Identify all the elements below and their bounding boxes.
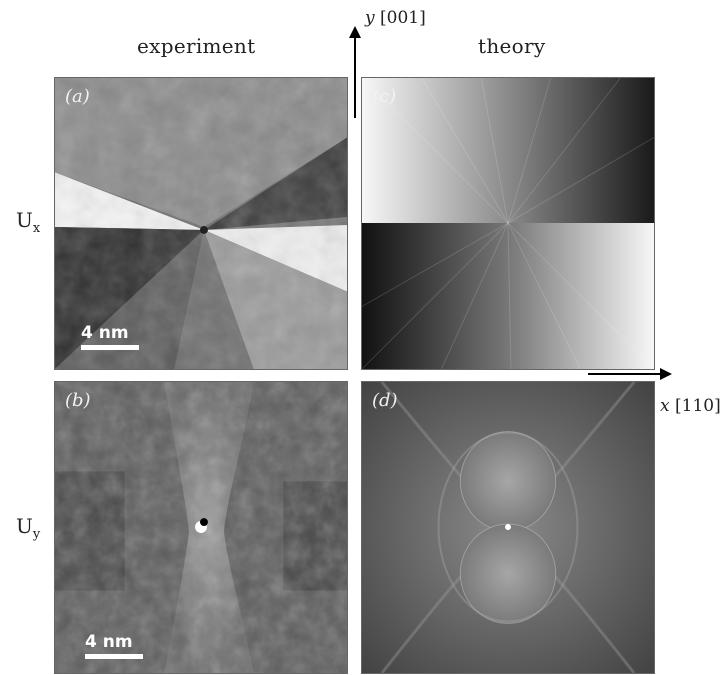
panel-b-scale-line — [85, 654, 143, 659]
panel-d-theory-uy: (d) — [361, 381, 655, 674]
column-title-experiment: experiment — [137, 34, 256, 58]
x-axis-var: x — [660, 396, 670, 416]
panel-b-scale-text: 4 nm — [85, 632, 133, 652]
y-axis-dir: [001] — [380, 8, 426, 28]
y-axis-arrow — [349, 26, 361, 118]
panel-b-image — [55, 382, 347, 673]
panel-c-theory-ux: (c) — [361, 77, 655, 370]
panel-b-scale-bar: 4 nm — [85, 632, 143, 659]
row-label-uy-sub: y — [32, 527, 41, 542]
row-label-ux-base: U — [16, 208, 33, 232]
panel-a-scale-text: 4 nm — [81, 323, 129, 343]
row-label-uy: Uy — [16, 514, 40, 542]
panel-a-scale-bar: 4 nm — [81, 323, 139, 350]
x-axis-label: x [110] — [660, 396, 721, 416]
row-label-ux: Ux — [16, 208, 40, 236]
row-label-uy-base: U — [16, 514, 33, 538]
y-axis-var: y — [365, 8, 375, 28]
x-axis-arrow — [588, 368, 672, 380]
panel-b-label: (b) — [65, 390, 91, 411]
panel-c-label: (c) — [372, 86, 397, 107]
panel-a-experiment-ux: (a) 4 nm — [54, 77, 348, 370]
panel-a-image — [55, 78, 347, 369]
x-axis-dir: [110] — [675, 396, 721, 416]
panel-d-image — [362, 382, 654, 673]
panel-b-experiment-uy: (b) 4 nm — [54, 381, 348, 674]
panel-d-label: (d) — [372, 390, 398, 411]
column-title-theory: theory — [478, 34, 546, 58]
panel-a-scale-line — [81, 345, 139, 350]
panel-a-label: (a) — [65, 86, 90, 107]
y-axis-label: y [001] — [365, 8, 426, 28]
panel-c-image — [362, 78, 654, 369]
row-label-ux-sub: x — [32, 221, 41, 236]
